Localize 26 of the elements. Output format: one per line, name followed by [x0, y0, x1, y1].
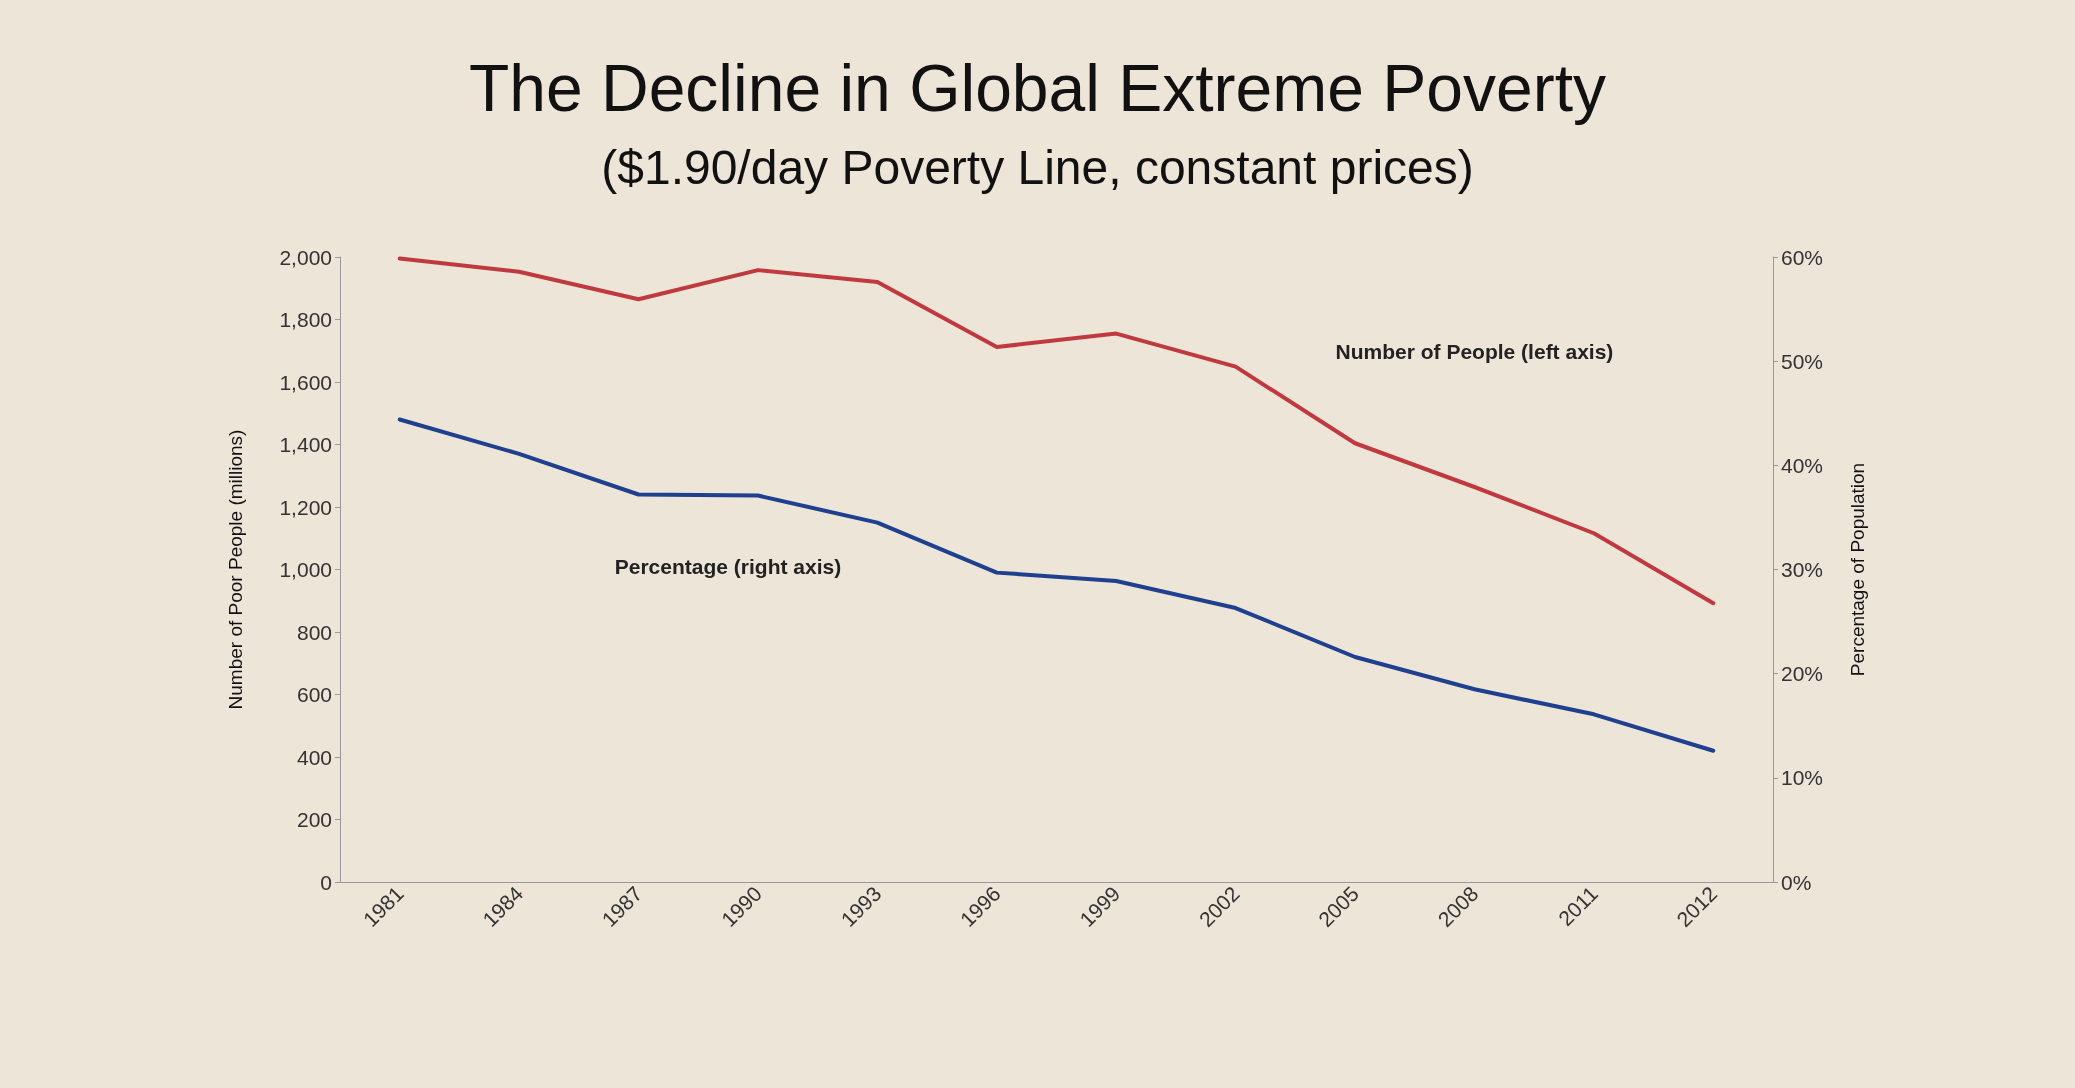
- text: Number of People (left axis): [1335, 340, 1614, 363]
- y-tick-label: 800: [296, 620, 332, 644]
- y-axis-title: Number of Poor People (millions): [225, 429, 246, 710]
- chart-title: The Decline in Global Extreme Poverty: [468, 51, 1607, 125]
- y2-tick-label: 20%: [1781, 662, 1824, 686]
- y2-tick-label: 60%: [1781, 245, 1824, 269]
- y-tick-label: 1,000: [279, 558, 332, 581]
- y2-tick-label: 10%: [1781, 766, 1824, 790]
- y2-axis-title: Percentage of Population: [1847, 462, 1868, 677]
- y2-tick-label: 30%: [1781, 558, 1824, 581]
- y-tick-label: 400: [296, 745, 332, 769]
- line-series: [397, 417, 1716, 753]
- y-tick-label: 0: [320, 870, 332, 894]
- y2-tick-label: 50%: [1781, 349, 1824, 373]
- line-series: [397, 256, 1716, 606]
- y2-tick-label: 0%: [1781, 870, 1812, 894]
- y-tick-label: 1,200: [279, 495, 332, 519]
- chart-subtitle: ($1.90/day Poverty Line, constant prices): [601, 140, 1474, 194]
- y-tick-label: 1,600: [279, 370, 332, 394]
- y-tick-label: 200: [296, 808, 332, 831]
- y-tick-label: 600: [296, 683, 332, 706]
- y-tick-label: 1,400: [279, 433, 332, 456]
- series-label: Percentage (right axis): [614, 554, 842, 578]
- y-tick-label: 2,000: [279, 245, 332, 269]
- y2-tick-label: 40%: [1781, 453, 1824, 477]
- y-tick-label: 1,800: [279, 308, 332, 331]
